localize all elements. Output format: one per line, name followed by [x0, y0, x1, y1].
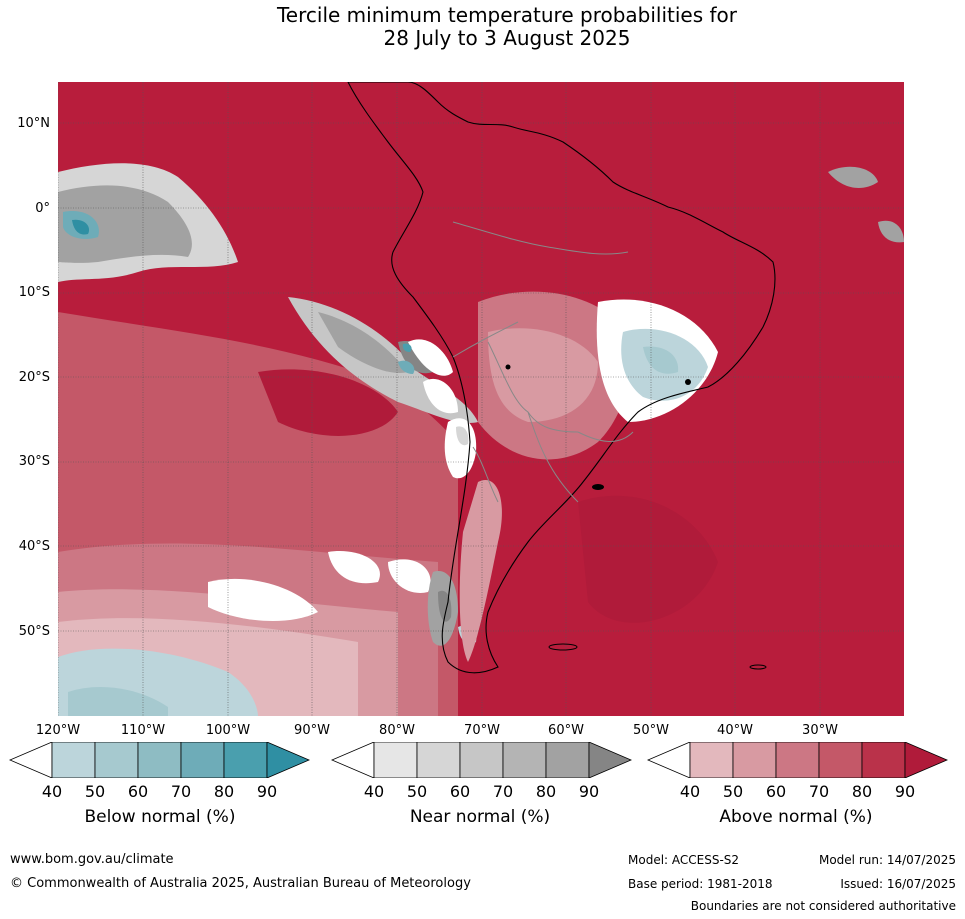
lon-label-80w: 80°W [379, 723, 415, 738]
lon-label-50w: 50°W [633, 723, 669, 738]
colorbar-extend-low [8, 742, 53, 778]
colorbar-extend-low [330, 742, 375, 778]
legend-near-normal-colorbar [330, 742, 632, 778]
colorbar-tick-label: 80 [851, 782, 873, 801]
footer-copyright: © Commonwealth of Australia 2025, Austra… [10, 876, 471, 891]
map-canvas [58, 82, 904, 716]
lon-label-120w: 120°W [35, 723, 81, 738]
colorbar-tick-label: 40 [679, 782, 701, 801]
lat-label-30s: 30°S [18, 454, 50, 469]
colorbar-tick-label: 40 [41, 782, 63, 801]
colorbar-extend-high [588, 742, 632, 778]
footer-disclaimer: Boundaries are not considered authoritat… [690, 899, 956, 913]
lat-label-0: 0° [35, 201, 50, 216]
footer-model: Model: ACCESS-S2 [628, 853, 740, 867]
footer-url: www.bom.gov.au/climate [10, 852, 174, 867]
colorbar-tick-label: 70 [808, 782, 830, 801]
legend-above-normal-colorbar [646, 742, 948, 778]
lat-label-40s: 40°S [18, 539, 50, 554]
colorbar-tick-label: 50 [84, 782, 106, 801]
colorbar-segment [223, 742, 268, 778]
colorbar-tick-label: 70 [170, 782, 192, 801]
lon-label-100w: 100°W [205, 723, 251, 738]
colorbar-segment [775, 742, 820, 778]
title-line-1: Tercile minimum temperature probabilitie… [276, 3, 738, 27]
colorbar-segment [545, 742, 590, 778]
lat-label-10n: 10°N [17, 116, 50, 131]
footer-base-period: Base period: 1981-2018 [628, 877, 773, 891]
lon-label-60w: 60°W [548, 723, 584, 738]
colorbar-segment [51, 742, 96, 778]
colorbar-tick-label: 90 [256, 782, 278, 801]
legend-title-near: Near normal (%) [409, 807, 551, 827]
footer-issued: Issued: 16/07/2025 [840, 877, 956, 891]
colorbar-segment [416, 742, 461, 778]
colorbar-segment [689, 742, 734, 778]
legend-below-normal-colorbar [8, 742, 310, 778]
lon-label-110w: 110°W [120, 723, 166, 738]
lat-label-20s: 20°S [18, 370, 50, 385]
lon-label-90w: 90°W [294, 723, 330, 738]
colorbar-segment [94, 742, 139, 778]
colorbar-segment [818, 742, 863, 778]
colorbar-tick-label: 90 [578, 782, 600, 801]
colorbar-extend-high [266, 742, 310, 778]
chart-title: Tercile minimum temperature probabilitie… [0, 4, 965, 50]
colorbar-tick-label: 60 [765, 782, 787, 801]
lon-label-70w: 70°W [464, 723, 500, 738]
lat-label-10s: 10°S [18, 285, 50, 300]
legend-title-below: Below normal (%) [84, 807, 236, 827]
colorbar-segment [373, 742, 418, 778]
colorbar-tick-label: 50 [722, 782, 744, 801]
lon-label-40w: 40°W [717, 723, 753, 738]
colorbar-extend-high [904, 742, 948, 778]
colorbar-extend-low [646, 742, 691, 778]
probability-map [58, 82, 904, 716]
lon-label-30w: 30°W [802, 723, 838, 738]
colorbar-segment [732, 742, 777, 778]
colorbar-segment [861, 742, 906, 778]
colorbar-segment [502, 742, 547, 778]
colorbar-tick-label: 60 [127, 782, 149, 801]
colorbar-segment [459, 742, 504, 778]
colorbar-tick-label: 90 [894, 782, 916, 801]
lat-label-50s: 50°S [18, 624, 50, 639]
south-america-coastline [347, 82, 776, 674]
colorbar-tick-label: 40 [363, 782, 385, 801]
colorbar-segment [137, 742, 182, 778]
colorbar-tick-label: 80 [535, 782, 557, 801]
legend-title-above: Above normal (%) [719, 807, 873, 827]
footer-model-run: Model run: 14/07/2025 [818, 853, 956, 867]
colorbar-tick-label: 50 [406, 782, 428, 801]
title-line-2: 28 July to 3 August 2025 [383, 26, 631, 50]
colorbar-segment [180, 742, 225, 778]
colorbar-tick-label: 70 [492, 782, 514, 801]
colorbar-tick-label: 60 [449, 782, 471, 801]
colorbar-tick-label: 80 [213, 782, 235, 801]
